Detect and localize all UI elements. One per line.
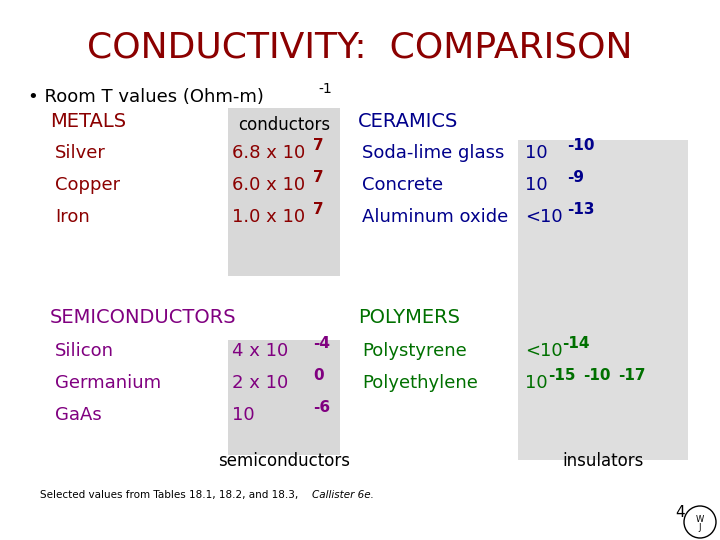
- Text: Selected values from Tables 18.1, 18.2, and 18.3,: Selected values from Tables 18.1, 18.2, …: [40, 490, 302, 500]
- Text: METALS: METALS: [50, 112, 126, 131]
- Text: 4: 4: [675, 505, 685, 520]
- Text: Silicon: Silicon: [55, 342, 114, 360]
- Text: 4 x 10: 4 x 10: [232, 342, 288, 360]
- Text: Aluminum oxide: Aluminum oxide: [362, 208, 508, 226]
- Text: semiconductors: semiconductors: [218, 452, 350, 470]
- Text: SEMICONDUCTORS: SEMICONDUCTORS: [50, 308, 237, 327]
- Text: -17: -17: [618, 368, 646, 383]
- Text: Copper: Copper: [55, 176, 120, 194]
- Text: 2 x 10: 2 x 10: [232, 374, 288, 392]
- Text: <10: <10: [525, 208, 562, 226]
- Text: 10: 10: [525, 144, 548, 162]
- Text: -10: -10: [583, 368, 611, 383]
- Text: 10: 10: [232, 406, 255, 424]
- Text: -6: -6: [313, 400, 330, 415]
- Text: -14: -14: [562, 336, 590, 351]
- Text: insulators: insulators: [562, 452, 644, 470]
- FancyBboxPatch shape: [228, 108, 340, 276]
- Text: 7: 7: [313, 138, 323, 153]
- Text: conductors: conductors: [238, 116, 330, 134]
- Text: -15: -15: [548, 368, 575, 383]
- Text: Germanium: Germanium: [55, 374, 161, 392]
- Text: • Room T values (Ohm-m): • Room T values (Ohm-m): [28, 88, 264, 106]
- Text: 6.8 x 10: 6.8 x 10: [232, 144, 305, 162]
- FancyBboxPatch shape: [518, 140, 688, 460]
- Text: 7: 7: [313, 170, 323, 185]
- Text: 0: 0: [313, 368, 323, 383]
- Text: -10: -10: [567, 138, 595, 153]
- Text: Callister 6e.: Callister 6e.: [312, 490, 374, 500]
- Text: -13: -13: [567, 202, 595, 217]
- Text: 10: 10: [525, 374, 548, 392]
- Text: 10: 10: [525, 176, 548, 194]
- Text: Polystyrene: Polystyrene: [362, 342, 467, 360]
- Text: -1: -1: [318, 82, 332, 96]
- Text: Concrete: Concrete: [362, 176, 443, 194]
- Text: Soda-lime glass: Soda-lime glass: [362, 144, 505, 162]
- Text: <10: <10: [525, 342, 562, 360]
- Text: Silver: Silver: [55, 144, 106, 162]
- Text: -4: -4: [313, 336, 330, 351]
- Text: 1.0 x 10: 1.0 x 10: [232, 208, 305, 226]
- Text: 7: 7: [313, 202, 323, 217]
- Text: CONDUCTIVITY:  COMPARISON: CONDUCTIVITY: COMPARISON: [87, 31, 633, 65]
- Text: CERAMICS: CERAMICS: [358, 112, 459, 131]
- Text: 6.0 x 10: 6.0 x 10: [232, 176, 305, 194]
- Text: GaAs: GaAs: [55, 406, 102, 424]
- Text: Iron: Iron: [55, 208, 90, 226]
- Text: -9: -9: [567, 170, 584, 185]
- Text: J: J: [698, 523, 701, 531]
- Text: W: W: [696, 515, 704, 523]
- Text: POLYMERS: POLYMERS: [358, 308, 460, 327]
- FancyBboxPatch shape: [228, 340, 340, 455]
- Text: Polyethylene: Polyethylene: [362, 374, 478, 392]
